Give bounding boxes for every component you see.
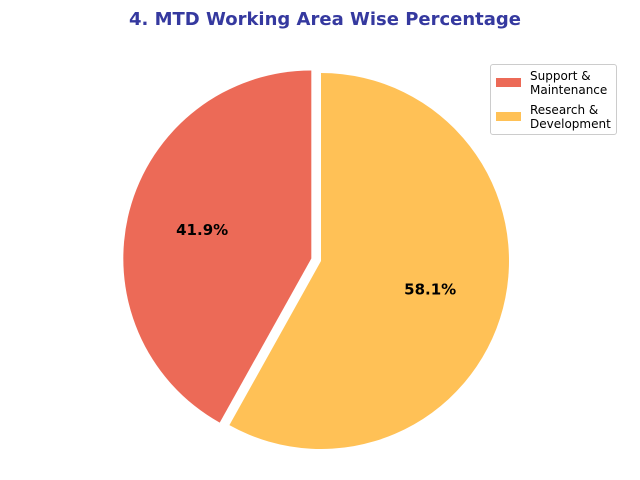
chart-title: 4. MTD Working Area Wise Percentage [128,9,522,30]
legend-swatch-research-development [496,112,521,121]
pie-value-labels: 41.9% 58.1% [176,221,456,298]
legend: Support & Maintenance Research & Develop… [490,64,617,135]
legend-swatch-support-maintenance [496,78,521,87]
legend-item-support-maintenance: Support & Maintenance [496,69,616,103]
legend-label-research-development: Research & Development [530,103,611,131]
legend-label-support-maintenance: Support & Maintenance [530,69,608,97]
legend-item-research-development: Research & Development [496,103,616,137]
pie-slice-support-maintenance [123,70,312,423]
value-label-research-development: 58.1% [404,280,456,298]
value-label-support-maintenance: 41.9% [176,221,228,239]
pie-slice-research-development [229,73,509,450]
pie-slices [123,70,509,450]
